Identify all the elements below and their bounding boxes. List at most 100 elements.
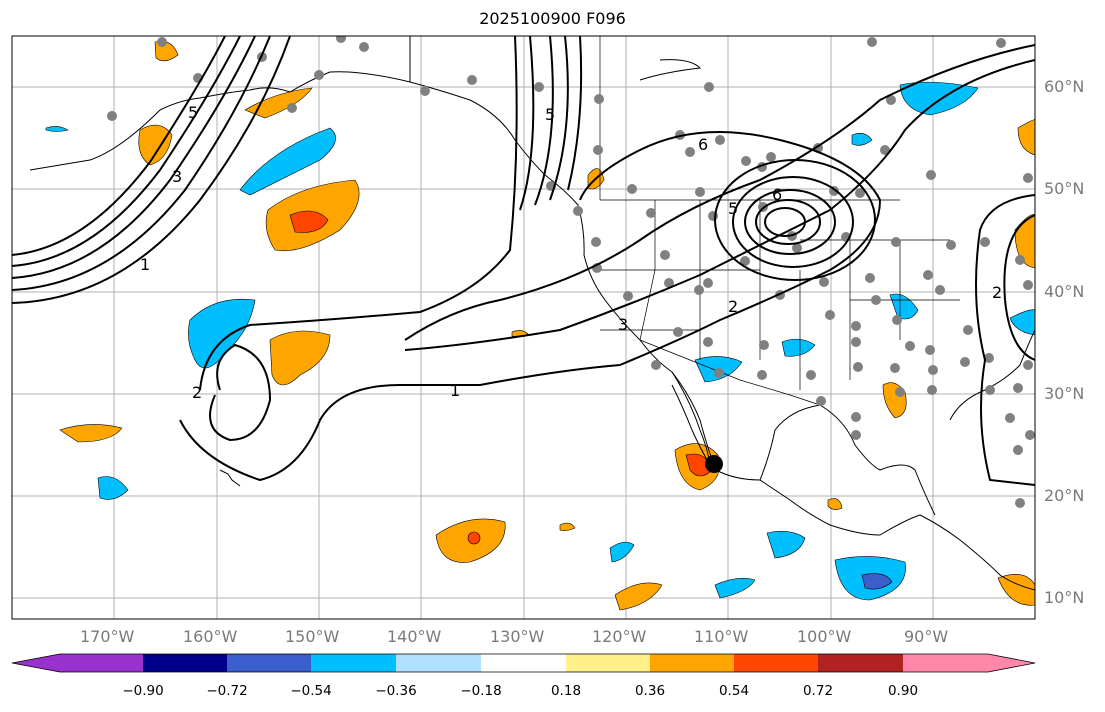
contour-line: [714, 159, 876, 281]
lat-label: 10°N: [1044, 588, 1085, 607]
anomaly-blob: [714, 578, 756, 599]
anomaly-blob: [827, 498, 843, 510]
anomaly-blob: [289, 210, 329, 233]
contour-line: [534, 36, 554, 206]
contour-line: [744, 189, 836, 255]
lat-label: 60°N: [1044, 77, 1085, 96]
coastline: [639, 59, 702, 81]
colorbar-segment: [311, 654, 397, 672]
lat-label: 30°N: [1044, 384, 1085, 403]
contour-label: 5: [545, 105, 555, 124]
anomaly-blob: [45, 126, 69, 132]
anomaly-blob: [609, 541, 635, 563]
contour-label: 5: [188, 103, 198, 122]
colorbar-segment: [818, 654, 904, 672]
lon-label: 170°W: [80, 627, 135, 646]
contour-line: [404, 44, 1035, 341]
anomaly-blob: [59, 424, 123, 443]
colorbar-tick-label: 0.72: [802, 683, 834, 699]
storm-center-marker: [705, 455, 723, 473]
contour-line: [199, 36, 518, 391]
anomaly-blob: [851, 133, 873, 146]
colorbar-segment: [227, 654, 312, 672]
contour-line: [549, 36, 569, 201]
anomaly-blob: [467, 531, 481, 545]
colorbar: [11, 653, 1036, 673]
colorbar-segment: [481, 654, 567, 672]
colorbar-segment: [650, 654, 735, 672]
contour-label: 6: [698, 135, 708, 154]
contour-line: [975, 194, 1035, 486]
contour-label: 5: [728, 199, 738, 218]
contour-line: [209, 343, 272, 442]
lon-label: 160°W: [183, 627, 238, 646]
lon-label: 130°W: [490, 627, 545, 646]
anomaly-blob: [1009, 309, 1035, 336]
colorbar-tick-label: −0.72: [206, 683, 248, 699]
anomaly-blob: [997, 573, 1035, 606]
coastline: [409, 36, 1035, 591]
contour-label: 2: [728, 297, 738, 316]
lon-label: 90°W: [904, 627, 949, 646]
colorbar-segment: [566, 654, 651, 672]
coastline: [219, 469, 241, 487]
anomaly-blob: [239, 127, 336, 196]
anomaly-blob: [97, 476, 129, 500]
anomaly-blob: [766, 531, 806, 559]
contour-line: [764, 207, 806, 237]
contour-label: 3: [618, 315, 628, 334]
anomaly-blob: [244, 87, 313, 119]
contour-label: 3: [172, 167, 182, 186]
lon-label: 100°W: [797, 627, 852, 646]
colorbar-tick-label: −0.18: [460, 683, 502, 699]
contour-line: [179, 131, 882, 482]
lat-label: 50°N: [1044, 179, 1085, 198]
contour-label: 1: [450, 381, 460, 400]
coastline: [159, 71, 411, 111]
map-frame: [11, 35, 1036, 620]
coastline: [949, 329, 1035, 421]
lat-label: 20°N: [1044, 486, 1085, 505]
colorbar-tick-label: −0.36: [375, 683, 417, 699]
contour-line: [12, 36, 291, 304]
anomaly-blob: [559, 522, 576, 531]
map-title: 2025100900 F096: [479, 9, 626, 28]
contour-label: 2: [992, 283, 1002, 302]
contour-label: 6: [772, 185, 782, 204]
lon-label: 150°W: [285, 627, 340, 646]
colorbar-tick-label: 0.54: [718, 683, 750, 699]
contour-line: [732, 176, 854, 268]
contour-label: 1: [140, 255, 150, 274]
anomaly-blob: [781, 338, 816, 357]
colorbar-tick-label: 0.90: [887, 683, 919, 699]
lat-label: 40°N: [1044, 282, 1085, 301]
colorbar-segment: [988, 654, 1035, 672]
colorbar-segment: [143, 654, 228, 672]
anomaly-blob: [861, 573, 893, 590]
anomaly-blob: [889, 293, 919, 320]
colorbar-tick-label: −0.90: [122, 683, 164, 699]
contour-line: [404, 59, 1035, 351]
colorbar-segment: [396, 654, 482, 672]
lon-label: 120°W: [592, 627, 647, 646]
anomaly-blob: [614, 582, 663, 611]
coastline: [29, 109, 161, 171]
colorbar-tick-label: 0.18: [550, 683, 582, 699]
lon-label: 110°W: [694, 627, 749, 646]
colorbar-tick-label: −0.54: [290, 683, 332, 699]
colorbar-segment: [903, 654, 988, 672]
anomaly-blob: [1017, 119, 1035, 156]
contour-line: [567, 36, 583, 191]
contour-line: [12, 36, 271, 291]
coastline: [759, 404, 936, 516]
anomaly-blob: [1014, 214, 1035, 269]
contour-line: [1003, 214, 1035, 361]
country-border: [639, 339, 821, 406]
lon-label: 140°W: [387, 627, 442, 646]
colorbar-segment: [12, 654, 60, 672]
anomaly-blob: [138, 124, 173, 166]
contour-line: [755, 199, 821, 245]
colorbar-segment: [60, 654, 144, 672]
contour-label: 2: [192, 383, 202, 402]
